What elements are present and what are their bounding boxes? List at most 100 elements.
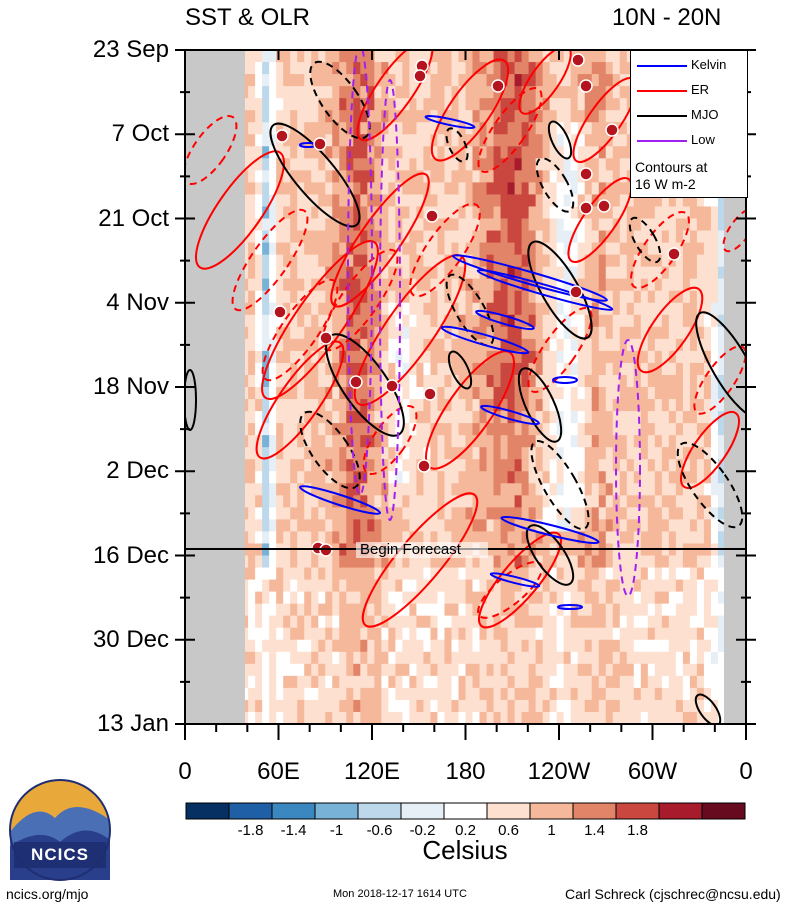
- sst-cell: [402, 74, 410, 87]
- sst-cell: [332, 507, 340, 520]
- sst-cell: [549, 495, 558, 508]
- sst-cell: [437, 483, 446, 496]
- sst-cell: [472, 591, 481, 605]
- sst-cell: [500, 591, 509, 605]
- sst-cell: [605, 146, 614, 159]
- sst-cell: [696, 266, 705, 280]
- sst-cell: [360, 519, 368, 533]
- sst-cell: [598, 242, 607, 256]
- sst-cell: [689, 290, 698, 304]
- sst-cell: [276, 531, 284, 545]
- sst-cell: [276, 242, 284, 256]
- sst-cell: [290, 651, 298, 665]
- sst-cell: [402, 170, 410, 183]
- sst-cell: [353, 507, 361, 520]
- sst-cell: [661, 218, 670, 232]
- sst-cell: [437, 86, 446, 99]
- sst-cell: [304, 471, 312, 484]
- sst-cell: [542, 459, 551, 472]
- sst-cell: [500, 242, 509, 256]
- sst-cell: [304, 447, 312, 460]
- sst-cell: [269, 651, 277, 665]
- sst-cell: [311, 675, 319, 689]
- colorbar-tick-label: 0.6: [498, 822, 519, 839]
- sst-cell: [311, 230, 319, 244]
- sst-cell: [528, 194, 537, 208]
- sst-cell: [612, 507, 621, 520]
- sst-cell: [269, 579, 277, 593]
- sst-cell: [416, 158, 425, 171]
- sst-cell: [528, 134, 537, 147]
- sst-cell: [381, 74, 389, 87]
- sst-cell: [318, 531, 326, 545]
- sst-cell: [647, 399, 656, 412]
- sst-cell: [332, 134, 340, 147]
- sst-cell: [612, 350, 621, 364]
- sst-cell: [297, 591, 305, 605]
- sst-cell: [255, 387, 263, 400]
- sst-cell: [255, 218, 263, 232]
- sst-cell: [654, 531, 663, 545]
- sst-cell: [332, 651, 340, 665]
- sst-cell: [689, 374, 698, 388]
- sst-cell: [605, 519, 614, 533]
- sst-cell: [381, 447, 389, 460]
- sst-cell: [416, 374, 425, 388]
- sst-cell: [486, 290, 495, 304]
- sst-cell: [549, 338, 558, 352]
- sst-cell: [395, 74, 403, 87]
- sst-cell: [479, 615, 488, 629]
- sst-cell: [416, 675, 425, 689]
- sst-cell: [437, 374, 446, 388]
- sst-cell: [297, 627, 305, 641]
- sst-cell: [388, 507, 396, 520]
- sst-cell: [276, 567, 284, 581]
- sst-cell: [549, 579, 558, 593]
- sst-cell: [528, 230, 537, 244]
- sst-cell: [409, 555, 418, 569]
- sst-cell: [633, 423, 642, 436]
- sst-cell: [696, 627, 705, 641]
- chart-subtitle: 10N - 20N: [612, 4, 722, 31]
- sst-cell: [654, 399, 663, 412]
- sst-cell: [318, 687, 326, 701]
- sst-cell: [584, 350, 593, 364]
- sst-cell: [507, 254, 516, 268]
- sst-cell: [437, 675, 446, 689]
- sst-cell: [703, 206, 712, 220]
- sst-cell: [255, 266, 263, 280]
- sst-cell: [262, 483, 270, 496]
- sst-cell: [409, 519, 418, 533]
- sst-cell: [493, 687, 502, 701]
- sst-cell: [563, 194, 572, 208]
- sst-cell: [577, 423, 586, 436]
- sst-cell: [283, 374, 291, 388]
- ncics-logo-text: NCICS: [31, 845, 89, 864]
- sst-cell: [542, 411, 551, 424]
- sst-cell: [493, 639, 502, 653]
- sst-cell: [276, 459, 284, 472]
- sst-cell: [563, 495, 572, 508]
- sst-cell: [549, 447, 558, 460]
- sst-cell: [528, 254, 537, 268]
- sst-cell: [318, 567, 326, 581]
- sst-cell: [423, 122, 432, 135]
- sst-cell: [612, 170, 621, 183]
- sst-cell: [626, 639, 635, 653]
- sst-cell: [444, 146, 453, 159]
- sst-cell: [577, 639, 586, 653]
- sst-cell: [451, 531, 460, 545]
- sst-cell: [570, 302, 579, 316]
- y-tick-label: 7 Oct: [111, 120, 169, 148]
- sst-cell: [458, 326, 467, 340]
- sst-cell: [311, 687, 319, 701]
- sst-cell: [556, 182, 565, 196]
- legend-item: Low: [635, 132, 745, 150]
- sst-cell: [388, 663, 396, 677]
- sst-cell: [542, 242, 551, 256]
- sst-cell: [619, 627, 628, 641]
- sst-cell: [584, 290, 593, 304]
- sst-cell: [563, 411, 572, 424]
- sst-cell: [360, 110, 368, 123]
- sst-cell: [290, 399, 298, 412]
